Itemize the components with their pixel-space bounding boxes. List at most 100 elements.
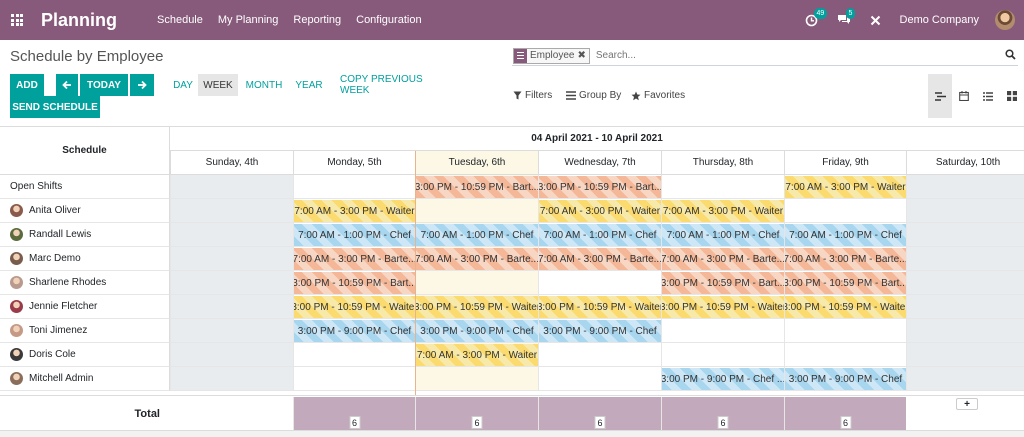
shift-pill[interactable]: 7:00 AM - 3:00 PM - Waiter: [662, 200, 784, 222]
gantt-cell[interactable]: [538, 199, 661, 223]
shift-pill[interactable]: 3:00 PM - 9:00 PM - Chef ...: [662, 368, 784, 390]
next-button[interactable]: [130, 74, 154, 96]
gantt-cell[interactable]: [538, 223, 661, 247]
gantt-cell[interactable]: [293, 247, 415, 271]
gantt-cell[interactable]: [293, 199, 415, 223]
gantt-cell[interactable]: [784, 319, 906, 343]
send-schedule-button[interactable]: SEND SCHEDULE: [10, 96, 100, 118]
gantt-cell[interactable]: [170, 271, 293, 295]
shift-pill[interactable]: 7:00 AM - 3:00 PM - Barte...: [539, 248, 661, 270]
gantt-cell[interactable]: [784, 175, 906, 199]
gantt-cell[interactable]: [784, 343, 906, 367]
gantt-cell[interactable]: [906, 271, 1024, 295]
search-input[interactable]: [595, 50, 996, 61]
gantt-cell[interactable]: [538, 271, 661, 295]
gantt-cell[interactable]: [415, 271, 538, 295]
gantt-cell[interactable]: [170, 367, 293, 391]
gantt-cell[interactable]: [661, 175, 784, 199]
gantt-cell[interactable]: [906, 175, 1024, 199]
company-switcher[interactable]: Demo Company: [899, 14, 979, 26]
app-title[interactable]: Planning: [41, 9, 117, 30]
list-view-button[interactable]: [976, 74, 1000, 118]
gantt-cell[interactable]: [906, 367, 1024, 391]
gantt-cell[interactable]: [906, 247, 1024, 271]
messages-icon[interactable]: 5: [836, 8, 856, 28]
add-shift-button[interactable]: +: [956, 398, 978, 410]
group-by-toggle[interactable]: Group By: [566, 90, 621, 101]
gantt-cell[interactable]: [170, 223, 293, 247]
gantt-cell[interactable]: [415, 367, 538, 391]
shift-pill[interactable]: 3:00 PM - 10:59 PM - Waiter: [662, 296, 784, 318]
gantt-cell[interactable]: [661, 343, 784, 367]
gantt-cell[interactable]: [661, 271, 784, 295]
activity-icon[interactable]: 49: [804, 8, 828, 28]
shift-pill[interactable]: 7:00 AM - 3:00 PM - Waiter: [294, 200, 415, 222]
shift-pill[interactable]: 7:00 AM - 3:00 PM - Barte...: [416, 248, 538, 270]
shift-pill[interactable]: 7:00 AM - 3:00 PM - Waiter: [539, 200, 661, 222]
search-icon[interactable]: [1005, 49, 1016, 63]
shift-pill[interactable]: 3:00 PM - 9:00 PM - Chef: [294, 320, 415, 342]
gantt-cell[interactable]: [661, 247, 784, 271]
shift-pill[interactable]: 3:00 PM - 9:00 PM - Chef: [416, 320, 538, 342]
gantt-cell[interactable]: [538, 247, 661, 271]
gantt-cell[interactable]: [906, 343, 1024, 367]
kanban-view-button[interactable]: [1000, 74, 1024, 118]
gantt-cell[interactable]: [538, 343, 661, 367]
shift-pill[interactable]: 3:00 PM - 10:59 PM - Waiter: [539, 296, 661, 318]
shift-pill[interactable]: 7:00 AM - 3:00 PM - Waiter: [416, 344, 538, 366]
shift-pill[interactable]: 7:00 AM - 1:00 PM - Chef: [416, 224, 538, 246]
gantt-cell[interactable]: [293, 295, 415, 319]
gantt-cell[interactable]: [661, 295, 784, 319]
filters-toggle[interactable]: Filters: [513, 90, 552, 101]
shift-pill[interactable]: 7:00 AM - 1:00 PM - Chef: [539, 224, 661, 246]
shift-pill[interactable]: 7:00 AM - 1:00 PM - Chef: [294, 224, 415, 246]
gantt-cell[interactable]: [293, 319, 415, 343]
gantt-cell[interactable]: [661, 367, 784, 391]
facet-remove-icon[interactable]: ✖: [577, 50, 586, 61]
calendar-view-button[interactable]: [952, 74, 976, 118]
menu-configuration[interactable]: Configuration: [356, 14, 422, 26]
shift-pill[interactable]: 7:00 AM - 3:00 PM - Barte...: [294, 248, 415, 270]
scale-month[interactable]: MONTH: [245, 79, 283, 91]
debug-tools-icon[interactable]: [868, 12, 884, 28]
gantt-cell[interactable]: [784, 367, 906, 391]
favorites-toggle[interactable]: Favorites: [631, 90, 685, 101]
shift-pill[interactable]: 3:00 PM - 10:59 PM - Bart...: [294, 272, 415, 294]
shift-pill[interactable]: 3:00 PM - 10:59 PM - Waiter: [294, 296, 415, 318]
shift-pill[interactable]: 3:00 PM - 9:00 PM - Chef: [539, 320, 661, 342]
shift-pill[interactable]: 3:00 PM - 10:59 PM - Bart...: [539, 176, 661, 198]
gantt-cell[interactable]: [661, 319, 784, 343]
gantt-cell[interactable]: [906, 199, 1024, 223]
gantt-cell[interactable]: [538, 367, 661, 391]
gantt-cell[interactable]: [170, 175, 293, 199]
gantt-view-button[interactable]: [928, 74, 952, 118]
shift-pill[interactable]: 3:00 PM - 10:59 PM - Bart...: [662, 272, 784, 294]
shift-pill[interactable]: 7:00 AM - 3:00 PM - Waiter: [785, 176, 906, 198]
scale-week[interactable]: WEEK: [198, 74, 238, 96]
shift-pill[interactable]: 7:00 AM - 1:00 PM - Chef: [662, 224, 784, 246]
gantt-cell[interactable]: [170, 319, 293, 343]
gantt-cell[interactable]: [170, 295, 293, 319]
today-button[interactable]: TODAY: [80, 74, 128, 96]
gantt-cell[interactable]: [661, 199, 784, 223]
gantt-cell[interactable]: [661, 223, 784, 247]
copy-previous-week-button[interactable]: COPY PREVIOUS WEEK: [340, 74, 423, 96]
gantt-cell[interactable]: [293, 271, 415, 295]
gantt-cell[interactable]: [170, 343, 293, 367]
gantt-cell[interactable]: [293, 343, 415, 367]
menu-my-planning[interactable]: My Planning: [217, 14, 279, 26]
apps-menu-icon[interactable]: [11, 14, 23, 26]
gantt-cell[interactable]: [170, 247, 293, 271]
gantt-cell[interactable]: [293, 175, 415, 199]
gantt-cell[interactable]: [293, 223, 415, 247]
user-avatar[interactable]: [995, 10, 1015, 30]
gantt-cell[interactable]: [415, 199, 538, 223]
gantt-cell[interactable]: [784, 295, 906, 319]
menu-reporting[interactable]: Reporting: [293, 14, 342, 26]
shift-pill[interactable]: 7:00 AM - 3:00 PM - Barte...: [785, 248, 906, 270]
gantt-cell[interactable]: [293, 367, 415, 391]
shift-pill[interactable]: 3:00 PM - 9:00 PM - Chef: [785, 368, 906, 390]
scale-day[interactable]: DAY: [173, 79, 193, 91]
gantt-cell[interactable]: [906, 319, 1024, 343]
previous-button[interactable]: [56, 74, 78, 96]
